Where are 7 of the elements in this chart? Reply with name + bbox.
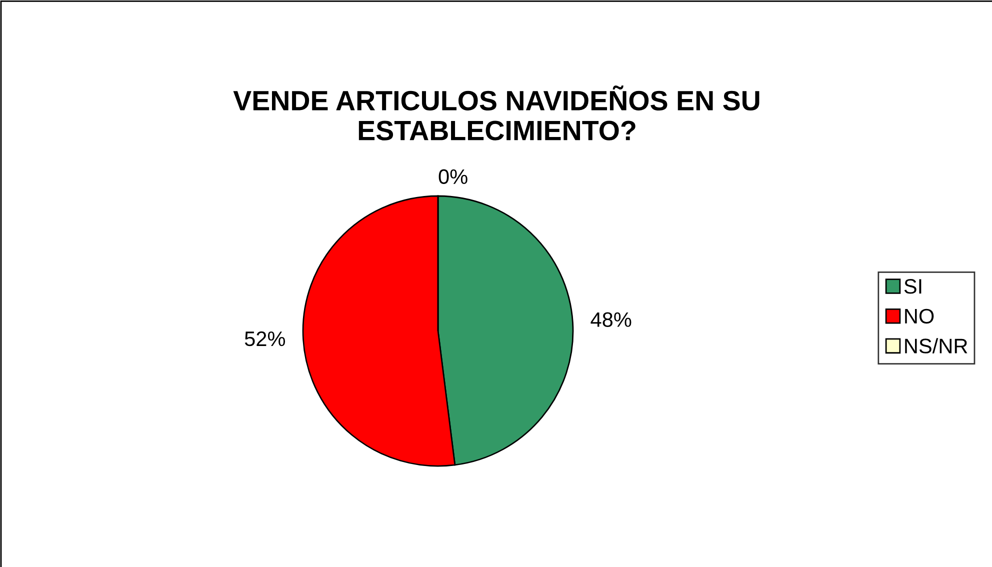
data-label: 48% xyxy=(590,312,632,328)
legend-label: SI xyxy=(904,279,922,294)
legend-label: NO xyxy=(905,308,934,324)
legend-label: NS/NR xyxy=(905,338,968,354)
data-label: 52% xyxy=(244,331,286,346)
text: 0% xyxy=(438,169,468,184)
chart-title: VENDE ARTICULOS NAVIDEÑOS EN SU ESTABLECIMIENTO? xyxy=(233,85,760,140)
